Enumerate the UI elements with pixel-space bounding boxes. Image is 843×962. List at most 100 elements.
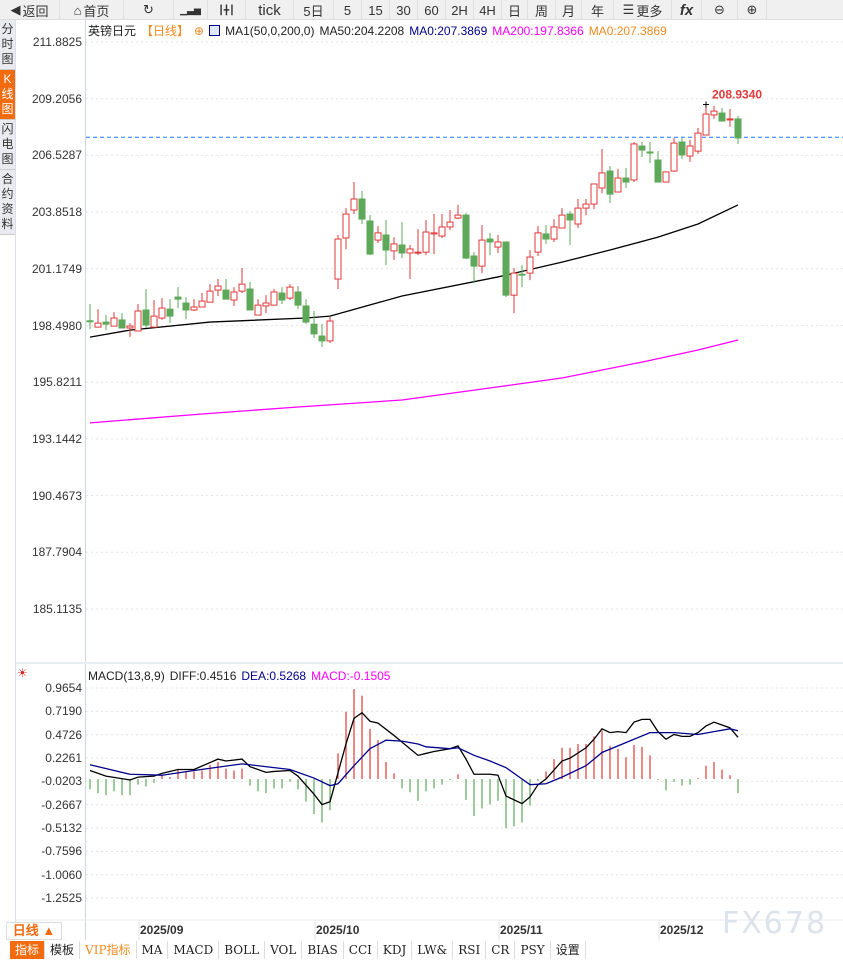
candle-body [702,113,710,136]
candle-body [222,289,230,300]
toolbar-refresh-button[interactable]: ↻ [124,0,174,20]
candle [150,300,158,328]
sidebar-item-1[interactable]: K线图 [0,70,15,120]
macd-tick: -0.0203 [41,774,82,789]
toolbar-back-arrow-button[interactable]: ◀ 返回 [0,0,60,20]
tab-14[interactable]: 设置 [550,941,586,959]
indicator-icon[interactable] [209,25,221,36]
tab-13[interactable]: PSY [515,941,551,959]
toolbar-zoom-out-button[interactable]: ⊖ [702,0,738,20]
candle-body [734,118,742,139]
toolbar-period-5-button[interactable]: 5 [334,0,362,20]
candle [422,219,430,256]
toolbar-zoom-in-button[interactable]: ⊕ [738,0,767,20]
candle [398,222,406,259]
candle-body [598,172,606,189]
toolbar-candlestick-button[interactable]: ┃╋┃ [208,0,246,20]
period-selector[interactable]: 日线 ▲ [6,922,62,940]
candle [110,312,118,327]
sidebar-item-2[interactable]: 闪电图 [0,120,15,170]
toolbar-period-5日-button[interactable]: 5日 [294,0,334,20]
macd-title[interactable]: MACD(13,8,9) [88,669,165,683]
candle [662,171,670,183]
candle [126,323,134,337]
indicator-name[interactable]: MA1(50,0,200,0) [225,23,315,38]
candle-body [558,214,566,229]
tab-3[interactable]: MA [136,941,169,959]
tab-12[interactable]: CR [486,941,516,959]
sidebar-item-0[interactable]: 分时图 [0,20,15,70]
macd-tick: -0.5132 [41,821,82,836]
candle [486,232,494,256]
toolbar-label: 5 [343,2,352,18]
toolbar-period-年-button[interactable]: 年 [582,0,614,20]
price-tick: 206.5287 [31,148,82,163]
indicator-tabs: 指标 模板 VIP指标 MA MACD BOLL VOL BIAS CCI KDJ LW& RSI CR… [10,941,586,959]
candle-body [326,320,334,342]
tab-5[interactable]: BOLL [219,941,266,959]
tab-8[interactable]: CCI [343,941,378,959]
period-label[interactable]: 【日线】 [141,24,190,38]
toolbar-period-60-button[interactable]: 60 [418,0,446,20]
ma200-value: MA200:197.8366 [492,23,584,38]
tab-11[interactable]: RSI [453,941,487,959]
tab-1[interactable]: 模板 [45,941,81,959]
candle-body [134,310,142,332]
toolbar-period-日-button[interactable]: 日 [502,0,528,20]
toolbar-menu-button[interactable]: ☰ 更多 [614,0,672,20]
tab-4[interactable]: MACD [168,941,220,959]
back-arrow-icon: ◀ [10,2,21,17]
toolbar-period-月-button[interactable]: 月 [556,0,582,20]
target-icon[interactable]: ⊕ [194,23,205,38]
toolbar-period-15-button[interactable]: 15 [362,0,390,20]
date-label: 2025/11 [500,923,543,937]
diff-line [89,711,739,806]
toolbar-period-周-button[interactable]: 周 [528,0,556,20]
toolbar-home-button[interactable]: ⌂ 首页 [60,0,124,20]
candle-body [390,243,398,252]
date-label: 2025/12 [660,923,704,937]
candle [334,235,342,290]
candlestick-icon: ┃╋┃ [218,4,235,15]
candle [374,226,382,244]
candle [134,304,142,332]
candle [270,289,278,306]
candle [230,287,238,306]
date-label: 2025/10 [316,923,360,937]
toolbar-line-chart-button[interactable]: ▁▃▅ [174,0,208,20]
toolbar-period-tick-button[interactable]: tick [246,0,294,20]
candle [598,149,606,194]
candle [294,286,302,310]
candle-body [438,226,446,237]
settings-icon[interactable]: ☀ [17,666,28,680]
candle-body [374,232,382,241]
candle [310,311,318,338]
toolbar-period-2H-button[interactable]: 2H [446,0,474,20]
candle [446,210,454,231]
candle-body [710,110,718,116]
price-tick: 203.8518 [31,205,82,220]
candle-body [686,145,694,157]
sidebar-item-3[interactable]: 合约资料 [0,170,15,235]
macd-tick: -0.2667 [41,797,82,812]
candle [158,298,166,320]
candle-body [358,198,366,220]
tab-7[interactable]: BIAS [302,941,344,959]
date-label: 2025/09 [140,923,184,937]
toolbar-formula-button[interactable]: fx [672,0,702,20]
tab-10[interactable]: LW& [412,941,454,959]
candle-body [238,283,246,292]
tab-0[interactable]: 指标 [10,941,46,959]
candle [726,108,734,127]
tab-6[interactable]: VOL [265,941,303,959]
toolbar-label: 30 [396,2,411,18]
toolbar-period-30-button[interactable]: 30 [390,0,418,20]
tab-2[interactable]: VIP指标 [80,941,137,959]
candle [382,219,390,266]
macd-tick: 0.7190 [45,704,82,719]
candle-body [606,170,614,195]
candle-body [342,213,350,239]
toolbar-period-4H-button[interactable]: 4H [474,0,502,20]
tab-9[interactable]: KDJ [377,941,413,959]
